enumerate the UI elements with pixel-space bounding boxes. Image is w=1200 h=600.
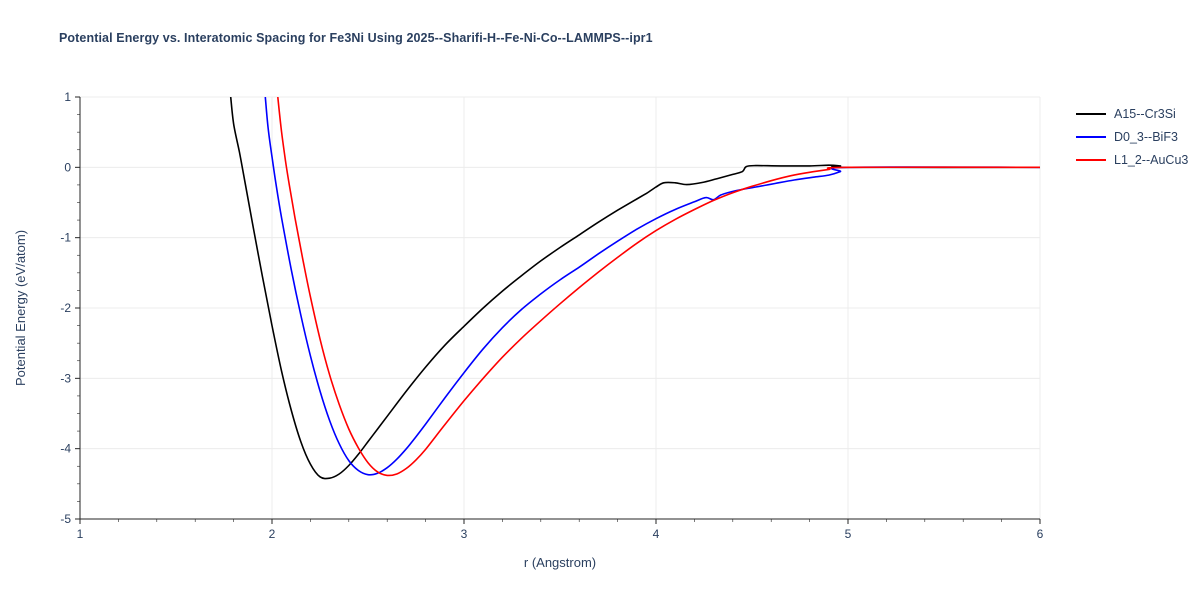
x-tick-label: 4 xyxy=(653,527,660,541)
x-axis-label: r (Angstrom) xyxy=(524,555,596,570)
y-tick-label: -1 xyxy=(60,231,71,245)
series-line-A15--Cr3Si xyxy=(229,97,1040,480)
series-lines xyxy=(229,97,1040,480)
y-tick-label: 1 xyxy=(64,90,71,104)
x-tick-label: 1 xyxy=(77,527,84,541)
legend-line-swatch xyxy=(1076,159,1106,161)
legend-label: A15--Cr3Si xyxy=(1114,107,1176,121)
legend-line-swatch xyxy=(1076,136,1106,138)
x-tick-label: 2 xyxy=(269,527,276,541)
y-axis-label: Potential Energy (eV/atom) xyxy=(13,230,28,386)
series-line-L1_2--AuCu3 xyxy=(277,97,1040,477)
y-tick-label: -2 xyxy=(60,301,71,315)
legend-item: L1_2--AuCu3 xyxy=(1076,152,1188,168)
series-line-D0_3--BiF3 xyxy=(264,97,1040,476)
x-tick-label: 3 xyxy=(461,527,468,541)
gridlines xyxy=(79,96,1041,520)
legend-item: D0_3--BiF3 xyxy=(1076,129,1188,145)
y-tick-label: -4 xyxy=(60,442,71,456)
legend-label: L1_2--AuCu3 xyxy=(1114,153,1189,167)
chart-title: Potential Energy vs. Interatomic Spacing… xyxy=(59,31,653,45)
legend-label: D0_3--BiF3 xyxy=(1114,130,1178,144)
y-tick-label: -5 xyxy=(60,512,71,526)
legend: A15--Cr3Si D0_3--BiF3 L1_2--AuCu3 xyxy=(1076,106,1188,168)
x-tick-label: 5 xyxy=(845,527,852,541)
legend-item: A15--Cr3Si xyxy=(1076,106,1188,122)
x-tick-label: 6 xyxy=(1037,527,1044,541)
y-tick-label: -3 xyxy=(60,371,71,385)
axes: 1 2 3 4 5 6 -5 -4 -3 -2 -1 0 1 xyxy=(60,90,1043,541)
y-tick-label: 0 xyxy=(64,160,71,174)
legend-line-swatch xyxy=(1076,113,1106,115)
